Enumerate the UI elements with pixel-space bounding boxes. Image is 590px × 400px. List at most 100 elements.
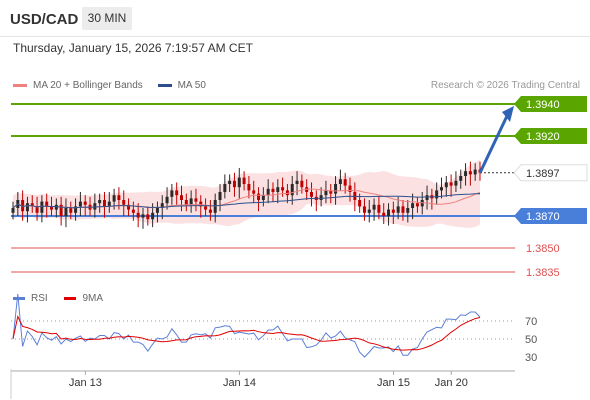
rsi-level-label: 50 bbox=[525, 334, 537, 346]
rsi-line bbox=[12, 293, 481, 358]
candle-body bbox=[69, 208, 73, 213]
legend-swatch bbox=[157, 83, 172, 87]
candle-body bbox=[45, 201, 49, 207]
legend-item-ma50: MA 50 bbox=[157, 80, 206, 91]
price-tag-label: 1.3870 bbox=[526, 211, 560, 223]
candle-body bbox=[324, 190, 328, 196]
candle-body bbox=[25, 203, 29, 212]
forecast-arrow-shaft bbox=[478, 115, 509, 174]
candle-body bbox=[454, 180, 458, 186]
candle-body bbox=[309, 192, 313, 197]
price-tag-shape bbox=[514, 208, 587, 224]
candle-body bbox=[329, 190, 333, 194]
price-tag-shape bbox=[514, 128, 587, 144]
candle-body bbox=[362, 206, 366, 213]
candle-body bbox=[11, 208, 15, 213]
candle-body bbox=[300, 180, 304, 188]
candle-body bbox=[358, 200, 362, 207]
candle-body bbox=[439, 187, 443, 191]
candle-body bbox=[175, 190, 179, 196]
candle-body bbox=[338, 179, 342, 184]
candle-body bbox=[415, 203, 419, 207]
candle-body bbox=[180, 195, 184, 200]
candle-body bbox=[276, 187, 280, 192]
x-tick-label: Jan 20 bbox=[435, 377, 468, 389]
candle-body bbox=[50, 206, 54, 210]
candle-body bbox=[232, 180, 236, 188]
candle-body bbox=[281, 187, 285, 191]
candle-body bbox=[237, 177, 241, 188]
credit-text: Research © 2026 Trading Central bbox=[430, 80, 580, 91]
candle-body bbox=[98, 200, 102, 204]
price-tag-label: 1.3920 bbox=[526, 131, 560, 143]
candle-body bbox=[208, 209, 212, 213]
candle-body bbox=[59, 204, 63, 216]
x-tick-label: Jan 13 bbox=[69, 377, 102, 389]
candle-body bbox=[78, 201, 82, 207]
candle-body bbox=[367, 209, 371, 213]
candle-body bbox=[252, 190, 256, 194]
candle-body bbox=[30, 203, 34, 207]
price-tag: 1.3870 bbox=[514, 208, 587, 224]
candle-body bbox=[468, 171, 472, 175]
candle-body bbox=[54, 204, 58, 210]
candle-body bbox=[131, 209, 135, 213]
candle-body bbox=[160, 203, 164, 208]
candle-body bbox=[184, 200, 188, 205]
candle-body bbox=[218, 192, 222, 200]
candle-body bbox=[473, 169, 477, 175]
candle-body bbox=[194, 198, 198, 202]
legend-main: MA 20 + Bollinger Bands MA 50 bbox=[13, 80, 206, 91]
x-tick-label: Jan 14 bbox=[223, 377, 256, 389]
candle-body bbox=[223, 184, 227, 192]
rsi-level-label: 30 bbox=[525, 352, 537, 364]
candle-body bbox=[295, 180, 299, 184]
candle-body bbox=[290, 184, 294, 196]
price-tag: 1.3940 bbox=[514, 96, 587, 112]
candle-body bbox=[189, 198, 193, 205]
candle-body bbox=[449, 182, 453, 186]
x-tick-label: Jan 15 bbox=[377, 377, 410, 389]
candle-body bbox=[204, 206, 208, 210]
candle-body bbox=[64, 208, 68, 216]
candle-body bbox=[372, 204, 376, 210]
candle-body bbox=[391, 209, 395, 213]
candle-body bbox=[151, 212, 155, 220]
legend-item-ma20: MA 20 + Bollinger Bands bbox=[13, 80, 143, 91]
price-label: 1.3850 bbox=[526, 243, 560, 255]
price-tag-label: 1.3940 bbox=[526, 99, 560, 111]
candle-body bbox=[261, 195, 265, 200]
candle-body bbox=[411, 203, 415, 208]
price-tag: 1.3897 bbox=[513, 164, 588, 182]
datetime-stamp: Thursday, January 15, 2026 7:19:57 AM CE… bbox=[13, 41, 253, 55]
chart-header: USD/CAD 30 MIN bbox=[0, 0, 590, 37]
candle-body bbox=[343, 179, 347, 186]
candle-body bbox=[117, 195, 121, 200]
legend-item-9ma: 9MA bbox=[64, 293, 103, 304]
candle-body bbox=[83, 201, 87, 205]
candle-body bbox=[435, 190, 439, 199]
candle-body bbox=[199, 201, 203, 207]
candle-body bbox=[155, 208, 159, 213]
candle-body bbox=[401, 206, 405, 213]
candle-body bbox=[242, 177, 246, 184]
candle-body bbox=[425, 195, 429, 200]
price-tag-shape bbox=[513, 164, 588, 182]
candle-body bbox=[396, 206, 400, 213]
candle-body bbox=[170, 190, 174, 197]
candle-body bbox=[257, 193, 261, 200]
candle-body bbox=[127, 204, 131, 210]
bollinger-band bbox=[13, 159, 480, 228]
candle-body bbox=[112, 195, 116, 202]
timeframe-button[interactable]: 30 MIN bbox=[82, 7, 132, 30]
candle-body bbox=[348, 185, 352, 192]
candle-body bbox=[40, 201, 44, 213]
price-tag-shape bbox=[514, 96, 587, 112]
candle-body bbox=[74, 206, 78, 213]
price-tag-label: 1.3897 bbox=[526, 168, 560, 180]
candle-body bbox=[334, 184, 338, 194]
candle-body bbox=[266, 188, 270, 196]
candle-body bbox=[285, 190, 289, 196]
candle-body bbox=[444, 182, 448, 188]
